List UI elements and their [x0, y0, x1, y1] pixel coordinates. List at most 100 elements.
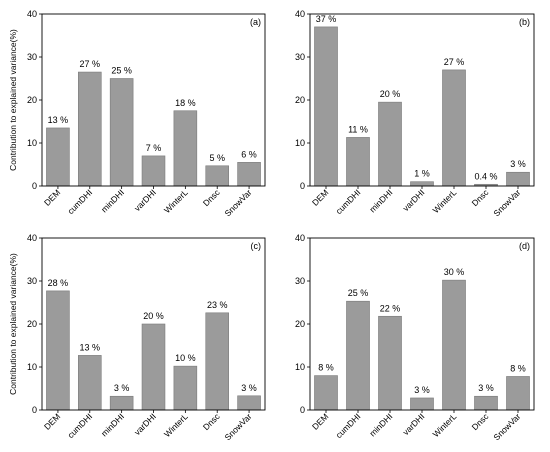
data-label: 3 % [114, 383, 130, 393]
y-tick-label: 40 [295, 9, 305, 19]
x-tick-label: cumDHI [334, 187, 363, 216]
data-label: 27 % [444, 57, 465, 67]
bar-dem [314, 26, 338, 187]
data-label: 8 % [510, 363, 526, 373]
bar-cumdhi [78, 355, 102, 411]
data-label: 20 % [380, 89, 401, 99]
x-tick-label: minDHI [99, 411, 126, 438]
bar-vardhi [410, 181, 434, 187]
y-tick-label: 20 [27, 95, 37, 105]
bar-snowvar [506, 376, 530, 411]
data-label: 11 % [348, 124, 368, 134]
y-tick-label: 0 [300, 405, 305, 415]
x-tick-label: varDHI [132, 411, 158, 437]
y-tick-label: 10 [295, 362, 305, 372]
x-tick-label: cumDHI [65, 187, 94, 216]
x-tick-label: SnowVar [222, 411, 253, 442]
bar-snowvar [506, 171, 530, 187]
bar-dem [46, 127, 70, 187]
bar-winterl [442, 69, 466, 187]
y-axis-label: Contribution to explained variance(%) [8, 253, 18, 395]
y-tick-label: 30 [295, 276, 305, 286]
data-label: 1 % [414, 169, 430, 179]
bar-dnsc [474, 395, 498, 411]
chart-panel-0: 13 % DEM 27 % cumDHI 25 % minDHI 7 % varDHI 18 %… [8, 9, 266, 218]
bar-vardhi [141, 323, 166, 411]
x-tick-label: Dnsc [201, 187, 222, 208]
bar-mindhi [378, 101, 402, 187]
x-tick-label: varDHI [401, 187, 427, 213]
x-tick-label: SnowVar [491, 411, 522, 442]
data-label: 25 % [348, 288, 369, 298]
data-label: 13 % [80, 342, 101, 352]
data-label: 8 % [318, 363, 334, 373]
panel-label: (d) [519, 241, 530, 251]
x-tick-label: DEM [310, 411, 330, 431]
x-tick-label: SnowVar [222, 187, 253, 218]
data-label: 22 % [380, 303, 401, 313]
bar-dnsc [205, 312, 229, 411]
x-tick-label: cumDHI [65, 411, 94, 440]
panel-label: (a) [250, 17, 261, 27]
bar-dem [314, 375, 338, 411]
x-tick-label: Dnsc [470, 411, 491, 432]
y-tick-label: 10 [27, 362, 37, 372]
plot-frame [309, 237, 535, 411]
data-label: 23 % [207, 300, 228, 310]
data-label: 13 % [48, 115, 69, 125]
y-tick-label: 20 [295, 95, 305, 105]
bar-winterl [173, 365, 198, 411]
x-tick-label: minDHI [367, 187, 394, 214]
bar-winterl [173, 110, 198, 187]
data-label: 3 % [241, 383, 257, 393]
data-label: 0.4 % [474, 171, 497, 181]
x-tick-label: DEM [42, 411, 62, 431]
y-tick-label: 20 [27, 319, 37, 329]
bar-winterl [442, 279, 466, 411]
data-label: 27 % [80, 59, 101, 69]
y-axis-label: Contribution to explained variance(%) [8, 29, 18, 171]
plot-frame [41, 13, 266, 187]
y-tick-label: 10 [295, 138, 305, 148]
y-tick-label: 40 [295, 233, 305, 243]
y-tick-label: 10 [27, 138, 37, 148]
data-label: 25 % [111, 66, 132, 76]
plot-frame [41, 237, 266, 411]
x-tick-label: SnowVar [491, 187, 522, 218]
x-tick-label: cumDHI [334, 411, 363, 440]
bar-cumdhi [346, 137, 370, 187]
x-tick-label: WinterL [162, 187, 190, 215]
panel-label: (b) [519, 17, 530, 27]
y-tick-label: 30 [295, 52, 305, 62]
chart-panel-2: 28 % DEM 13 % cumDHI 3 % minDHI 20 % varDHI 10 %… [8, 233, 266, 442]
chart-panel-1: 37 % DEM 11 % cumDHI 20 % minDHI 1 % varDHI 27 %… [295, 9, 535, 218]
x-tick-label: Dnsc [201, 411, 222, 432]
bar-snowvar [237, 395, 261, 411]
plot-frame [309, 13, 535, 187]
data-label: 6 % [241, 149, 257, 159]
bar-vardhi [141, 155, 166, 187]
y-tick-label: 30 [27, 52, 37, 62]
bar-snowvar [237, 162, 261, 187]
data-label: 28 % [48, 278, 69, 288]
data-label: 18 % [175, 98, 196, 108]
bar-dem [46, 290, 70, 411]
x-tick-label: Dnsc [470, 187, 491, 208]
x-tick-label: WinterL [431, 187, 459, 215]
data-label: 3 % [478, 383, 494, 393]
y-tick-label: 0 [300, 181, 305, 191]
x-tick-label: varDHI [132, 187, 158, 213]
y-tick-label: 0 [32, 405, 37, 415]
y-tick-label: 40 [27, 9, 37, 19]
x-tick-label: DEM [42, 187, 62, 207]
x-tick-label: WinterL [431, 411, 459, 439]
x-tick-label: minDHI [99, 187, 126, 214]
y-tick-label: 20 [295, 319, 305, 329]
x-tick-label: varDHI [401, 411, 427, 437]
x-tick-label: DEM [310, 187, 330, 207]
data-label: 5 % [209, 153, 225, 163]
bar-mindhi [109, 78, 134, 187]
data-label: 3 % [510, 159, 526, 169]
data-label: 30 % [444, 267, 465, 277]
bar-mindhi [378, 315, 402, 411]
